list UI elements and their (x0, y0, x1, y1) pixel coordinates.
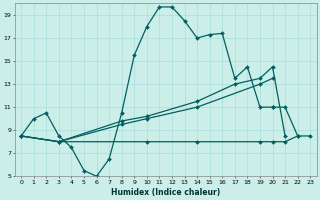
X-axis label: Humidex (Indice chaleur): Humidex (Indice chaleur) (111, 188, 220, 197)
